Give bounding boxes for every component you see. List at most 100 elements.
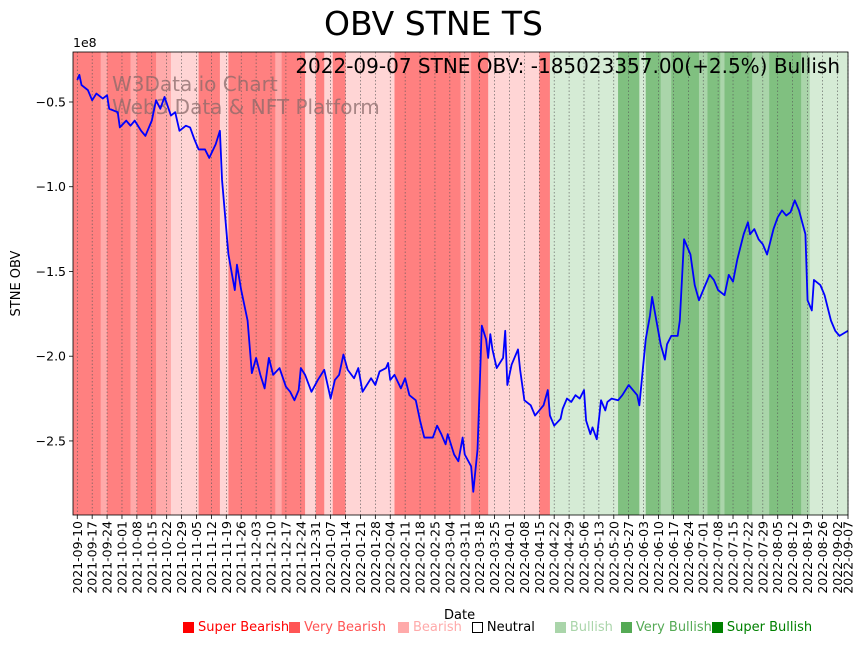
x-axis-label: Date <box>444 608 476 623</box>
sentiment-band <box>315 52 325 515</box>
legend-item: Super Bullish <box>711 620 813 635</box>
y-axis-label: STNE OBV <box>9 250 24 316</box>
x-tick-label: 2021-10-01 <box>114 521 129 594</box>
legend-swatch <box>554 622 566 633</box>
x-tick-label: 2022-08-19 <box>800 521 815 594</box>
sentiment-band <box>228 52 276 515</box>
x-tick-label: 2021-11-19 <box>219 521 234 594</box>
x-tick-label: 2022-07-15 <box>726 521 741 594</box>
watermark-text: Web3 Data & NFT Platform <box>112 95 380 119</box>
x-tick-label: 2021-12-31 <box>308 521 323 594</box>
x-tick-label: 2022-03-25 <box>487 521 502 594</box>
x-tick-label: 2022-07-29 <box>755 521 770 594</box>
x-tick-label: 2022-07-08 <box>711 521 726 594</box>
sentiment-band <box>460 52 472 515</box>
x-tick-label: 2022-04-22 <box>547 521 562 594</box>
x-tick-label: 2022-06-24 <box>681 521 696 594</box>
legend-swatch <box>711 622 723 633</box>
sentiment-band <box>488 52 540 515</box>
x-tick-label: 2021-12-17 <box>278 521 293 594</box>
sentiment-band <box>156 52 172 515</box>
sentiment-band <box>769 52 802 515</box>
x-tick-label: 2021-10-29 <box>174 521 189 594</box>
sentiment-band <box>324 52 334 515</box>
y-tick-label: −1.0 <box>36 179 66 194</box>
x-tick-label: 2021-11-12 <box>204 521 219 594</box>
x-tick-label: 2022-05-13 <box>591 521 606 594</box>
x-tick-label: 2021-12-03 <box>249 521 264 594</box>
x-tick-label: 2022-06-17 <box>666 521 681 594</box>
x-tick-label: 2021-09-17 <box>85 521 100 594</box>
sentiment-band <box>73 52 102 515</box>
sentiment-band <box>707 52 721 515</box>
sentiment-band <box>281 52 306 515</box>
sentiment-band <box>170 52 200 515</box>
legend-item: Bullish <box>554 620 613 635</box>
sentiment-band <box>660 52 672 515</box>
x-tick-label: 2022-05-20 <box>606 521 621 594</box>
legend-item: Bearish <box>397 620 462 635</box>
x-tick-label: 2021-10-15 <box>144 521 159 594</box>
sentiment-band <box>639 52 647 515</box>
sentiment-band <box>219 52 229 515</box>
x-tick-label: 2022-08-12 <box>785 521 800 594</box>
x-tick-label: 2022-04-08 <box>517 521 532 594</box>
x-tick-label: 2022-09-02 <box>830 521 845 594</box>
x-tick-label: 2021-10-22 <box>159 521 174 594</box>
x-tick-label: 2022-01-21 <box>353 521 368 594</box>
sentiment-band <box>801 52 811 515</box>
sentiment-band <box>100 52 108 515</box>
x-tick-label: 2021-11-05 <box>189 521 204 594</box>
sentiment-band <box>136 52 157 515</box>
x-tick-label: 2022-05-06 <box>576 521 591 594</box>
sentiment-band <box>332 52 347 515</box>
x-tick-label: 2022-01-07 <box>323 521 338 594</box>
legend-item: Neutral <box>471 620 535 635</box>
x-tick-label: 2022-07-01 <box>696 521 711 594</box>
x-tick-label: 2022-08-26 <box>815 521 830 594</box>
obv-line <box>76 73 849 493</box>
legend-label: Very Bullish <box>635 620 712 635</box>
plot-frame <box>72 51 849 516</box>
annotation-text: 2022-09-07 STNE OBV: -185023357.00(+2.5%… <box>295 54 840 78</box>
sentiment-band <box>724 52 753 515</box>
sentiment-band <box>107 52 131 515</box>
y-tick-label: −1.5 <box>36 264 66 279</box>
sentiment-band <box>645 52 662 515</box>
x-tick-label: 2022-06-10 <box>651 521 666 594</box>
x-tick-label: 2022-01-28 <box>368 521 383 594</box>
y-scale-label: 1e8 <box>73 35 97 50</box>
x-tick-label: 2021-10-08 <box>129 521 144 594</box>
legend-label: Super Bullish <box>726 620 813 635</box>
x-tick-label: 2022-04-15 <box>532 521 547 594</box>
x-tick-label: 2022-04-29 <box>562 521 577 594</box>
legend-swatch <box>471 622 483 633</box>
y-tick-label: −2.5 <box>36 433 66 448</box>
sentiment-band <box>809 52 849 515</box>
legend-swatch <box>183 622 194 633</box>
legend-label: Bearish <box>412 620 462 635</box>
sentiment-band <box>720 52 726 515</box>
y-tick-label: −2.0 <box>36 349 66 364</box>
sentiment-band <box>752 52 770 515</box>
legend-swatch <box>289 622 301 633</box>
x-tick-label: 2022-02-18 <box>413 521 428 594</box>
legend: Super Bearish Very Bearish Bearish Neutral B… <box>183 620 812 635</box>
x-tick-label: 2022-09-07 <box>841 521 856 594</box>
legend-label: Neutral <box>486 620 535 635</box>
legend-swatch <box>397 622 409 633</box>
x-tick-label: 2022-08-05 <box>770 521 785 594</box>
x-tick-label: 2022-01-14 <box>338 521 353 594</box>
legend-item: Very Bearish <box>289 620 386 635</box>
chart-title: OBV STNE TS <box>324 4 543 43</box>
legend-item: Very Bullish <box>620 620 712 635</box>
legend-label: Super Bearish <box>198 620 290 635</box>
x-tick-label: 2021-12-10 <box>264 521 279 594</box>
legend-swatch <box>620 622 632 633</box>
x-tick-label: 2022-02-25 <box>427 521 442 594</box>
legend-item: Super Bearish <box>183 620 289 635</box>
sentiment-band <box>305 52 317 515</box>
sentiment-band <box>275 52 283 515</box>
